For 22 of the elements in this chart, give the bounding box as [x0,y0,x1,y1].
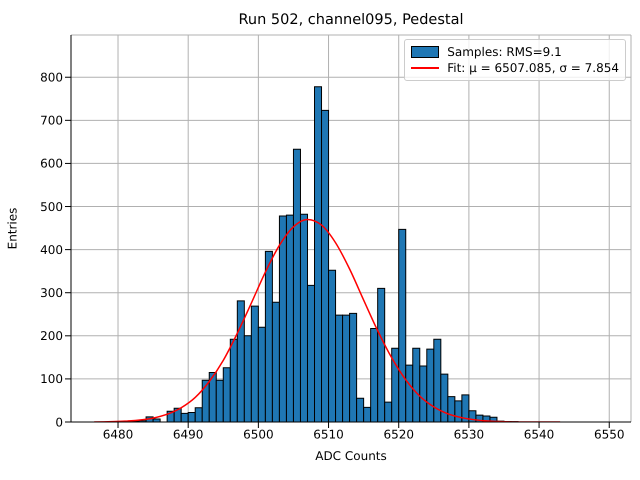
x-tick-label: 6550 [594,428,625,442]
x-tick-label: 6540 [524,428,554,442]
x-tick-label: 6480 [102,428,134,442]
x-axis-title: ADC Counts [315,449,387,463]
y-tick-label: 700 [40,114,63,128]
y-tick-label: 300 [40,286,63,300]
legend-label: Samples: RMS=9.1 [447,45,562,59]
y-tick-label: 600 [40,156,63,171]
y-tick-label: 100 [40,372,63,386]
y-tick-label: 200 [40,329,63,344]
y-tick-label: 500 [40,200,63,214]
legend-label: Fit: μ = 6507.085, σ = 7.854 [447,61,619,75]
y-tick-label: 800 [40,70,63,84]
y-axis-title: Entries [5,208,20,250]
x-tick-label: 6520 [383,428,414,442]
x-tick-label: 6490 [172,428,204,442]
chart-title: Run 502, channel095, Pedestal [237,12,464,28]
x-tick-label: 6530 [454,428,484,442]
x-tick-label: 6510 [313,428,344,442]
x-tick-label: 6500 [243,428,274,442]
y-tick-label: 400 [40,242,63,257]
y-tick-label: 0 [55,415,63,430]
